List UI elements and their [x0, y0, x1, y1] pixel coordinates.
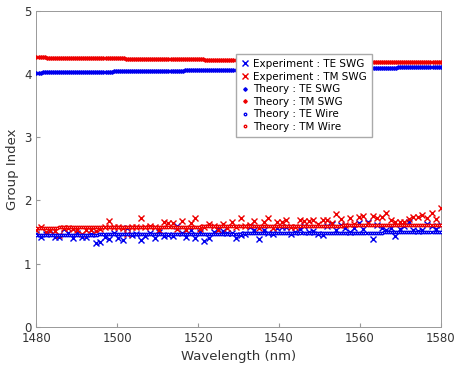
- Experiment : TE SWG: (1.55e+03, 1.46): TE SWG: (1.55e+03, 1.46): [320, 232, 325, 237]
- Theory : TE Wire: (1.48e+03, 1.46): TE Wire: (1.48e+03, 1.46): [50, 232, 55, 237]
- Theory : TM Wire: (1.5e+03, 1.58): TM Wire: (1.5e+03, 1.58): [109, 225, 114, 230]
- Experiment : TM SWG: (1.49e+03, 1.46): TM SWG: (1.49e+03, 1.46): [56, 232, 62, 237]
- Theory : TM SWG: (1.57e+03, 4.18): TM SWG: (1.57e+03, 4.18): [418, 60, 423, 65]
- Experiment : TM SWG: (1.48e+03, 1.54): TM SWG: (1.48e+03, 1.54): [34, 228, 39, 232]
- Theory : TE SWG: (1.57e+03, 4.11): TE SWG: (1.57e+03, 4.11): [418, 65, 423, 69]
- Experiment : TM SWG: (1.58e+03, 1.72): TM SWG: (1.58e+03, 1.72): [424, 216, 430, 220]
- Theory : TE Wire: (1.51e+03, 1.47): TE Wire: (1.51e+03, 1.47): [142, 232, 147, 237]
- Theory : TM SWG: (1.48e+03, 4.26): TM SWG: (1.48e+03, 4.26): [50, 55, 55, 60]
- Theory : TM Wire: (1.58e+03, 1.61): TM Wire: (1.58e+03, 1.61): [438, 223, 443, 227]
- Theory : TE Wire: (1.49e+03, 1.46): TE Wire: (1.49e+03, 1.46): [58, 232, 64, 237]
- Theory : TE Wire: (1.58e+03, 1.5): TE Wire: (1.58e+03, 1.5): [438, 230, 443, 234]
- Theory : TM SWG: (1.57e+03, 4.19): TM SWG: (1.57e+03, 4.19): [403, 60, 409, 64]
- Theory : TE SWG: (1.58e+03, 4.11): TE SWG: (1.58e+03, 4.11): [438, 65, 443, 69]
- Theory : TM Wire: (1.48e+03, 1.57): TM Wire: (1.48e+03, 1.57): [34, 225, 39, 230]
- Experiment : TE SWG: (1.51e+03, 1.44): TE SWG: (1.51e+03, 1.44): [161, 234, 166, 238]
- Experiment : TM SWG: (1.51e+03, 1.66): TM SWG: (1.51e+03, 1.66): [161, 220, 166, 224]
- Theory : TE SWG: (1.48e+03, 4.02): TE SWG: (1.48e+03, 4.02): [50, 70, 55, 75]
- Line: Theory : TM SWG: Theory : TM SWG: [35, 56, 442, 64]
- Experiment : TM SWG: (1.55e+03, 1.68): TM SWG: (1.55e+03, 1.68): [320, 218, 325, 223]
- Experiment : TM SWG: (1.57e+03, 1.81): TM SWG: (1.57e+03, 1.81): [384, 210, 389, 215]
- Experiment : TM SWG: (1.58e+03, 1.88): TM SWG: (1.58e+03, 1.88): [438, 206, 443, 210]
- Theory : TE SWG: (1.57e+03, 4.1): TE SWG: (1.57e+03, 4.1): [403, 65, 409, 70]
- Theory : TM SWG: (1.5e+03, 4.25): TM SWG: (1.5e+03, 4.25): [109, 56, 114, 61]
- Experiment : TE SWG: (1.56e+03, 1.61): TE SWG: (1.56e+03, 1.61): [374, 223, 380, 227]
- Theory : TM Wire: (1.48e+03, 1.57): TM Wire: (1.48e+03, 1.57): [50, 225, 55, 230]
- Experiment : TE SWG: (1.58e+03, 1.61): TE SWG: (1.58e+03, 1.61): [438, 223, 443, 227]
- Y-axis label: Group Index: Group Index: [6, 128, 18, 210]
- Theory : TM SWG: (1.48e+03, 4.26): TM SWG: (1.48e+03, 4.26): [34, 55, 39, 60]
- Line: Experiment : TM SWG: Experiment : TM SWG: [34, 206, 443, 237]
- Theory : TE Wire: (1.5e+03, 1.46): TE Wire: (1.5e+03, 1.46): [109, 232, 114, 237]
- Experiment : TM SWG: (1.49e+03, 1.52): TM SWG: (1.49e+03, 1.52): [93, 229, 98, 233]
- Experiment : TE SWG: (1.49e+03, 1.33): TE SWG: (1.49e+03, 1.33): [93, 241, 98, 245]
- Theory : TE SWG: (1.49e+03, 4.03): TE SWG: (1.49e+03, 4.03): [58, 70, 64, 75]
- Theory : TM SWG: (1.49e+03, 4.26): TM SWG: (1.49e+03, 4.26): [58, 55, 64, 60]
- Theory : TE SWG: (1.5e+03, 4.04): TE SWG: (1.5e+03, 4.04): [109, 69, 114, 74]
- Experiment : TE SWG: (1.49e+03, 1.47): TE SWG: (1.49e+03, 1.47): [88, 232, 94, 237]
- Theory : TM Wire: (1.51e+03, 1.58): TM Wire: (1.51e+03, 1.58): [142, 225, 147, 229]
- Line: Theory : TE SWG: Theory : TE SWG: [35, 66, 442, 74]
- Line: Theory : TM Wire: Theory : TM Wire: [35, 224, 442, 229]
- Experiment : TE SWG: (1.57e+03, 1.66): TE SWG: (1.57e+03, 1.66): [406, 220, 412, 224]
- Theory : TE SWG: (1.51e+03, 4.04): TE SWG: (1.51e+03, 4.04): [142, 69, 147, 73]
- Experiment : TM SWG: (1.56e+03, 1.72): TM SWG: (1.56e+03, 1.72): [374, 216, 380, 220]
- Theory : TM Wire: (1.49e+03, 1.57): TM Wire: (1.49e+03, 1.57): [58, 225, 64, 230]
- X-axis label: Wavelength (nm): Wavelength (nm): [181, 351, 296, 363]
- Theory : TM SWG: (1.58e+03, 4.18): TM SWG: (1.58e+03, 4.18): [438, 60, 443, 65]
- Theory : TM Wire: (1.57e+03, 1.61): TM Wire: (1.57e+03, 1.61): [403, 223, 409, 227]
- Theory : TM SWG: (1.51e+03, 4.24): TM SWG: (1.51e+03, 4.24): [142, 56, 147, 61]
- Theory : TM Wire: (1.57e+03, 1.61): TM Wire: (1.57e+03, 1.61): [418, 223, 423, 227]
- Line: Theory : TE Wire: Theory : TE Wire: [35, 231, 442, 236]
- Theory : TE Wire: (1.57e+03, 1.5): TE Wire: (1.57e+03, 1.5): [403, 230, 409, 235]
- Theory : TE Wire: (1.57e+03, 1.5): TE Wire: (1.57e+03, 1.5): [418, 230, 423, 234]
- Experiment : TE SWG: (1.57e+03, 1.54): TE SWG: (1.57e+03, 1.54): [384, 227, 389, 232]
- Theory : TE SWG: (1.48e+03, 4.02): TE SWG: (1.48e+03, 4.02): [34, 70, 39, 75]
- Experiment : TE SWG: (1.58e+03, 1.6): TE SWG: (1.58e+03, 1.6): [429, 224, 434, 228]
- Line: Experiment : TE SWG: Experiment : TE SWG: [34, 219, 443, 246]
- Theory : TE Wire: (1.48e+03, 1.46): TE Wire: (1.48e+03, 1.46): [34, 233, 39, 237]
- Experiment : TE SWG: (1.48e+03, 1.46): TE SWG: (1.48e+03, 1.46): [34, 232, 39, 237]
- Legend: Experiment : TE SWG, Experiment : TM SWG, Theory : TE SWG, Theory : TM SWG, Theo: Experiment : TE SWG, Experiment : TM SWG…: [236, 54, 372, 137]
